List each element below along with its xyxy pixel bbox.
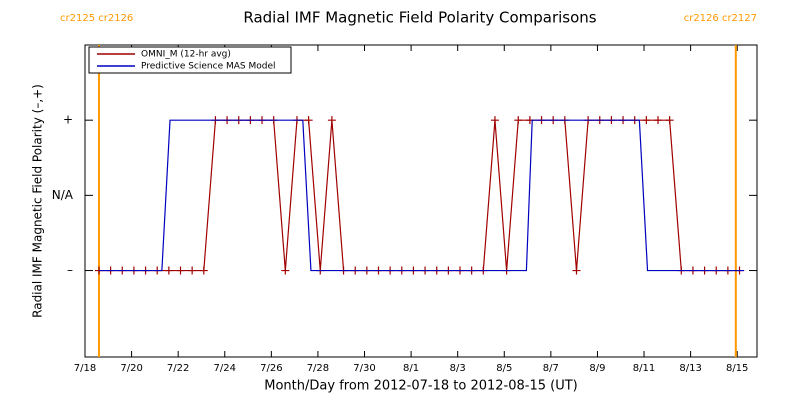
- point-marker: [164, 266, 173, 275]
- point-marker: [572, 266, 581, 275]
- x-tick-label: 8/9: [589, 363, 605, 374]
- x-tick-label: 8/13: [679, 363, 701, 374]
- point-marker: [199, 266, 208, 275]
- x-tick-label: 8/15: [726, 363, 748, 374]
- plot-frame: [84, 44, 758, 358]
- point-marker: [654, 116, 663, 125]
- x-tick-label: 8/3: [450, 363, 466, 374]
- x-axis-label: Month/Day from 2012-07-18 to 2012-08-15 …: [264, 379, 577, 394]
- point-marker: [665, 116, 674, 125]
- x-tick-label: 7/28: [307, 363, 329, 374]
- x-tick-label: 7/22: [167, 363, 189, 374]
- x-tick-label: 7/18: [74, 363, 96, 374]
- boundary-label: cr2125 cr2126: [60, 13, 133, 24]
- point-marker: [304, 116, 313, 125]
- x-tick-label: 7/24: [214, 363, 236, 374]
- x-tick-label: 7/26: [260, 363, 282, 374]
- legend-label: OMNI_M (12-hr avg): [141, 50, 231, 60]
- x-tick-label: 8/7: [543, 363, 559, 374]
- x-tick-label: 8/5: [496, 363, 512, 374]
- point-marker: [281, 266, 290, 275]
- series-line: [98, 119, 745, 272]
- chart-title: Radial IMF Magnetic Field Polarity Compa…: [243, 9, 596, 27]
- legend-label: Predictive Science MAS Model: [141, 62, 276, 72]
- legend-box: [88, 46, 292, 74]
- x-tick-label: 7/20: [120, 363, 142, 374]
- x-tick-label: 8/1: [403, 363, 419, 374]
- y-tick-label: +: [63, 113, 73, 127]
- x-tick-label: 7/30: [353, 363, 375, 374]
- point-marker: [327, 116, 336, 125]
- point-marker: [176, 266, 185, 275]
- point-marker: [490, 116, 499, 125]
- y-axis-label: Radial IMF Magnetic Field Polarity (–,+): [31, 84, 45, 318]
- boundary-label: cr2126 cr2127: [684, 13, 757, 24]
- x-tick-label: 8/11: [633, 363, 655, 374]
- y-tick-label: –: [67, 263, 73, 277]
- y-tick-label: N/A: [52, 188, 74, 202]
- point-marker: [188, 266, 197, 275]
- point-marker: [642, 116, 651, 125]
- point-marker: [514, 116, 523, 125]
